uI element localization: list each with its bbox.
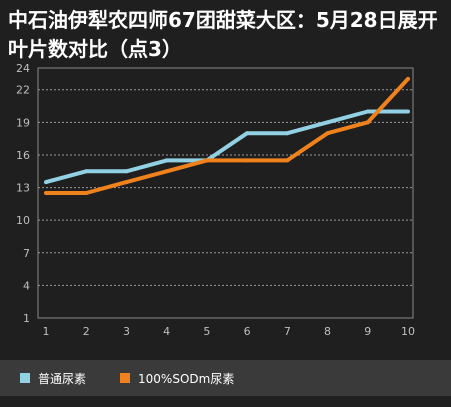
legend-item-2: 100%SODm尿素 — [120, 370, 234, 387]
x-tick-label-9: 9 — [364, 325, 371, 338]
series-1-point-1 — [44, 180, 48, 185]
series-1-point-4 — [164, 158, 169, 163]
series-2-point-7 — [285, 158, 290, 163]
series-2-point-8 — [325, 131, 330, 136]
x-tick-label-8: 8 — [324, 325, 331, 338]
legend-swatch-2 — [120, 373, 131, 383]
x-tick-label-6: 6 — [244, 325, 251, 338]
series-1-point-3 — [124, 169, 129, 174]
x-tick-label-2: 2 — [83, 325, 90, 338]
x-tick-label-7: 7 — [284, 325, 291, 338]
legend-item-1: 普通尿素 — [20, 370, 86, 387]
plot-area-border — [37, 67, 414, 319]
series-2-point-5 — [204, 158, 209, 163]
y-tick-label-16: 16 — [16, 149, 30, 162]
legend-label-1: 普通尿素 — [38, 371, 87, 386]
series-1-point-8 — [325, 120, 330, 125]
series-line-2 — [46, 77, 410, 195]
y-tick-label-7: 7 — [23, 247, 30, 260]
legend-swatch-1 — [20, 373, 30, 383]
y-tick-label-10: 10 — [16, 214, 30, 227]
series-2-point-3 — [124, 180, 129, 185]
x-tick-label-5: 5 — [203, 325, 210, 338]
series-1-point-10 — [406, 109, 410, 114]
series-1-point-6 — [245, 131, 250, 136]
x-tick-label-10: 10 — [401, 325, 415, 338]
y-tick-label-24: 24 — [16, 62, 30, 75]
x-tick-label-3: 3 — [123, 325, 130, 338]
chart-title: 中石油伊犁农四师67团甜菜大区：5月28日展开叶片数对比（点3） — [8, 8, 438, 61]
y-tick-label-22: 22 — [16, 84, 30, 97]
y-tick-label-4: 4 — [23, 279, 30, 292]
legend-label-2: 100%SODm尿素 — [138, 371, 235, 386]
x-tick-label-4: 4 — [163, 325, 170, 338]
x-tick-label-1: 1 — [43, 325, 50, 338]
y-tick-label-1: 1 — [23, 312, 30, 325]
series-1-point-9 — [365, 109, 370, 114]
series-1-point-7 — [285, 131, 290, 136]
series-1-point-2 — [84, 169, 89, 174]
series-2-point-10 — [406, 76, 410, 81]
legend: 普通尿素 100%SODm尿素 — [0, 360, 451, 396]
y-tick-label-19: 19 — [16, 116, 30, 129]
series-2-point-6 — [245, 158, 250, 163]
series-2-point-4 — [164, 169, 169, 174]
y-tick-label-13: 13 — [16, 182, 30, 195]
series-2-point-9 — [365, 120, 370, 125]
series-line-1 — [45, 109, 408, 185]
series-2-point-2 — [84, 191, 89, 195]
series-2-point-1 — [44, 191, 48, 195]
line-chart: 1 4 7 10 13 16 19 22 24 1 2 3 4 5 6 7 8 9 10 — [16, 62, 415, 338]
